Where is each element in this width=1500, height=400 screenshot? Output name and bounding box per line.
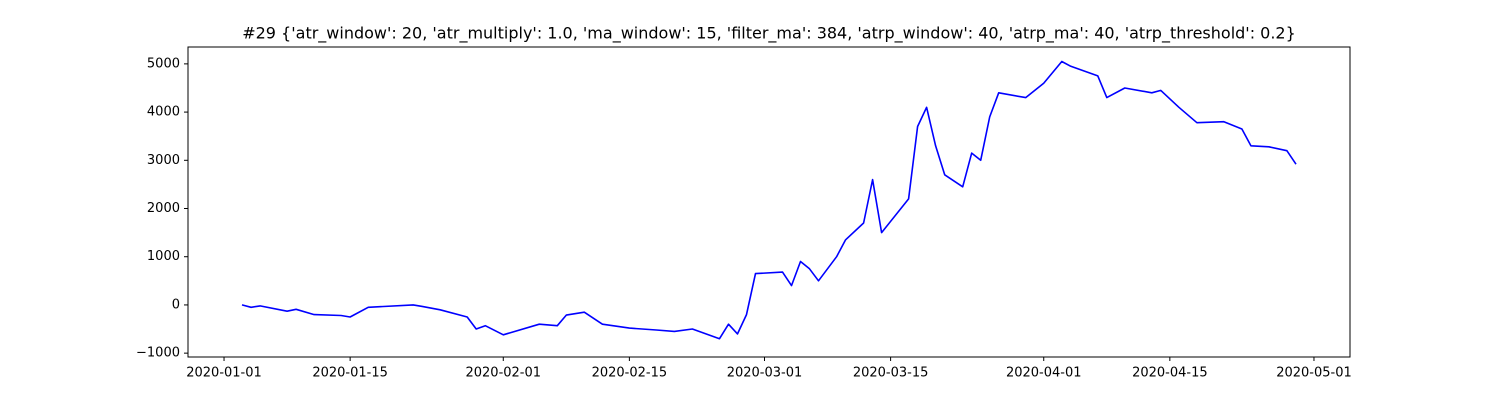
line	[241, 60, 1297, 340]
x-tick-label: 2020-01-01	[186, 366, 262, 381]
x-tick-label: 2020-04-15	[1132, 366, 1208, 381]
x-tick-label: 2020-02-01	[465, 366, 541, 381]
y-tick-label: −1000	[136, 346, 180, 361]
x-tick-label: 2020-03-01	[727, 366, 803, 381]
x-tick-label: 2020-02-15	[592, 366, 668, 381]
y-tick-label: 1000	[147, 249, 180, 264]
chart-title: #29 {'atr_window': 20, 'atr_multiply': 1…	[242, 24, 1296, 44]
plot-frame	[187, 46, 1351, 358]
y-tick-label: 3000	[147, 153, 180, 168]
y-tick-label: 0	[172, 297, 180, 312]
x-tick-label: 2020-01-15	[312, 366, 388, 381]
x-tick-label: 2020-03-15	[853, 366, 929, 381]
y-tick-label: 5000	[147, 56, 180, 71]
x-tick-label: 2020-04-01	[1006, 366, 1082, 381]
y-tick-label: 4000	[147, 105, 180, 120]
y-tick-label: 2000	[147, 201, 180, 216]
x-tick-label: 2020-05-01	[1276, 366, 1352, 381]
